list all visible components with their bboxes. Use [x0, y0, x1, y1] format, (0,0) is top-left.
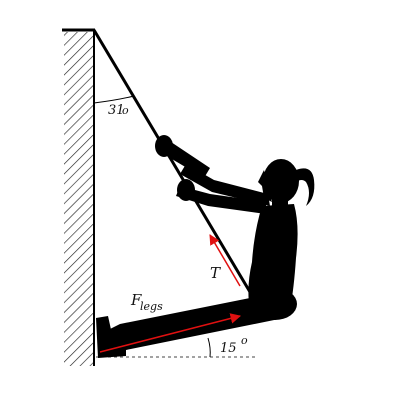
climber-lower-hand: [177, 179, 195, 201]
climber-head: [263, 159, 299, 203]
rope: [92, 29, 252, 293]
climber-legs: [100, 292, 284, 352]
leg-force-label: F: [130, 291, 142, 309]
leg-angle-label: 15: [220, 341, 237, 356]
wall: [62, 28, 95, 366]
rope-angle-label: 31: [108, 103, 125, 118]
rope-angle-degree-mark: o: [122, 104, 129, 117]
rope-angle-arc: [93, 95, 135, 104]
climber-torso: [248, 204, 298, 310]
climber-silhouette: [96, 135, 315, 358]
tension-label: T: [210, 264, 221, 282]
climber-ponytail: [296, 168, 315, 206]
tension-arrow: [209, 234, 241, 287]
leg-force-arrow: [99, 313, 242, 353]
leg-angle-arc: [207, 337, 211, 358]
leg-force-label-subscript: legs: [140, 300, 163, 313]
climber-forearms: [176, 186, 266, 214]
wall-hatching: [64, 32, 94, 366]
leg-angle-degree-mark: o: [241, 334, 248, 347]
